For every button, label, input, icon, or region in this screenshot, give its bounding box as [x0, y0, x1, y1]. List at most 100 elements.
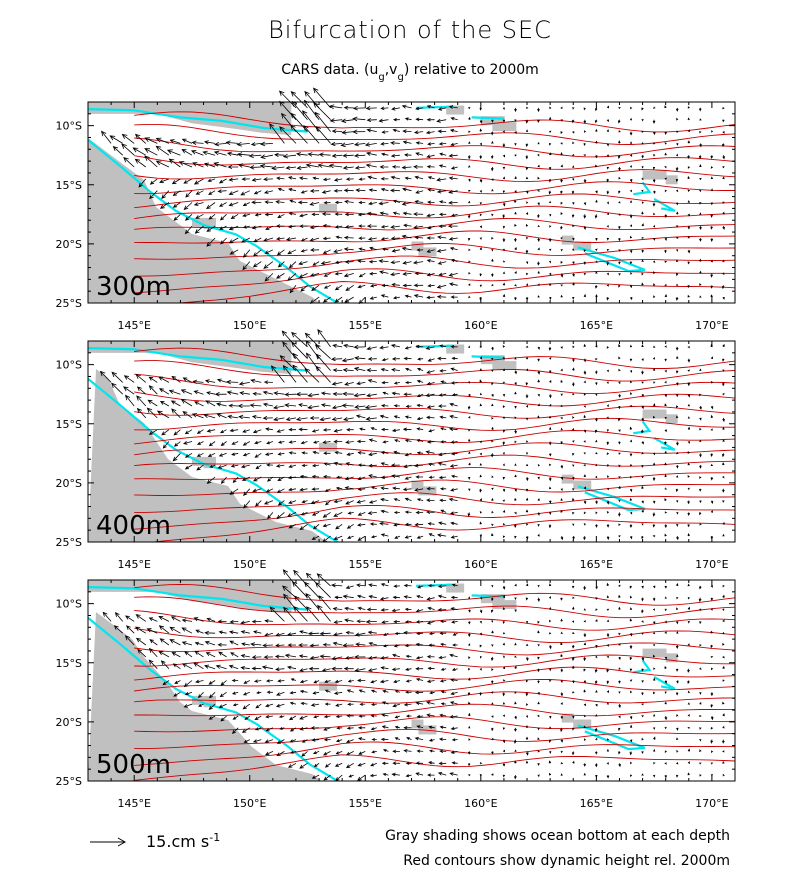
velocity-vector: [393, 381, 400, 385]
velocity-vector: [710, 704, 714, 708]
velocity-vector: [491, 702, 494, 705]
velocity-vector: [370, 486, 377, 490]
velocity-vector: [491, 213, 494, 217]
velocity-vector: [240, 190, 250, 196]
velocity-vector: [572, 392, 575, 396]
velocity-vector: [346, 714, 354, 718]
velocity-vector: [467, 633, 471, 638]
velocity-vector: [322, 643, 331, 647]
velocity-vector: [404, 522, 412, 527]
velocity-vector: [402, 129, 412, 134]
velocity-vector: [618, 594, 621, 598]
velocity-vector: [148, 659, 158, 669]
velocity-vector: [136, 407, 147, 419]
velocity-vector: [299, 689, 308, 694]
velocity-vector: [259, 141, 273, 147]
velocity-vector: [307, 152, 320, 157]
velocity-vector: [191, 140, 204, 145]
velocity-vector: [101, 130, 112, 144]
velocity-vector: [549, 486, 552, 490]
velocity-vector: [213, 150, 227, 156]
dynamic-height-contour: [134, 111, 735, 133]
velocity-vector: [629, 488, 633, 493]
velocity-vector: [243, 739, 250, 743]
velocity-vector: [664, 750, 667, 753]
velocity-vector: [415, 510, 424, 515]
velocity-vector: [676, 511, 679, 515]
velocity-vector: [560, 476, 564, 480]
velocity-vector: [193, 202, 204, 206]
velocity-vector: [425, 415, 435, 420]
velocity-vector: [699, 701, 702, 705]
velocity-vector: [331, 405, 343, 410]
velocity-vector: [572, 536, 575, 540]
dynamic-height-contour: [134, 268, 735, 294]
velocity-vector: [171, 408, 181, 419]
velocity-vector: [479, 225, 482, 229]
velocity-vector: [368, 595, 377, 599]
velocity-vector: [359, 427, 366, 431]
velocity-vector: [347, 535, 354, 539]
x-tick-label: 145°E: [117, 797, 150, 810]
velocity-vector: [427, 358, 435, 362]
velocity-vector: [330, 583, 343, 588]
velocity-vector: [583, 689, 586, 693]
velocity-vector: [287, 273, 297, 282]
velocity-vector: [368, 463, 377, 468]
velocity-vector: [450, 295, 458, 299]
velocity-vector: [710, 273, 714, 278]
velocity-vector: [276, 176, 285, 181]
velocity-vector: [299, 487, 308, 492]
velocity-vector: [676, 713, 679, 717]
velocity-vector: [676, 117, 679, 121]
velocity-vector: [502, 749, 506, 753]
velocity-vector: [687, 772, 690, 776]
velocity-vector: [629, 235, 633, 239]
velocity-vector: [629, 426, 633, 430]
velocity-vector: [687, 620, 690, 624]
velocity-vector: [171, 652, 181, 658]
velocity-vector: [323, 714, 331, 719]
velocity-vector: [219, 429, 227, 434]
velocity-vector: [641, 609, 644, 614]
velocity-vector: [331, 381, 343, 386]
velocity-vector: [687, 140, 691, 144]
velocity-vector: [652, 403, 656, 407]
velocity-vector: [403, 749, 412, 753]
velocity-vector: [450, 381, 458, 385]
png-isobath: [88, 347, 308, 372]
velocity-vector: [194, 225, 204, 234]
velocity-vector: [304, 332, 320, 348]
velocity-vector: [468, 283, 471, 286]
velocity-vector: [525, 583, 529, 587]
velocity-vector: [664, 762, 667, 765]
velocity-vector: [366, 128, 377, 133]
velocity-vector: [158, 615, 170, 622]
velocity-vector: [618, 535, 621, 538]
velocity-vector: [297, 200, 308, 205]
velocity-vector: [357, 762, 366, 767]
velocity-vector: [537, 119, 540, 124]
depth-label: 400m: [96, 511, 171, 541]
velocity-vector: [537, 644, 540, 647]
velocity-vector: [641, 429, 644, 434]
velocity-vector: [262, 390, 273, 395]
velocity-vector: [490, 155, 494, 160]
velocity-vector: [217, 189, 227, 194]
velocity-vector: [311, 738, 320, 742]
bottom-shading: [446, 583, 465, 593]
velocity-vector: [606, 668, 610, 673]
velocity-vector: [479, 368, 482, 371]
velocity-vector: [450, 345, 458, 349]
velocity-vector: [525, 176, 529, 180]
velocity-vector: [548, 213, 552, 217]
velocity-vector: [249, 403, 262, 408]
velocity-vector: [630, 595, 633, 599]
velocity-vector: [299, 668, 308, 672]
velocity-vector: [353, 392, 366, 398]
velocity-vector: [641, 211, 644, 215]
velocity-vector: [502, 642, 506, 646]
velocity-vector: [439, 725, 447, 729]
velocity-vector: [525, 736, 529, 740]
dynamic-height-contour: [134, 137, 735, 158]
